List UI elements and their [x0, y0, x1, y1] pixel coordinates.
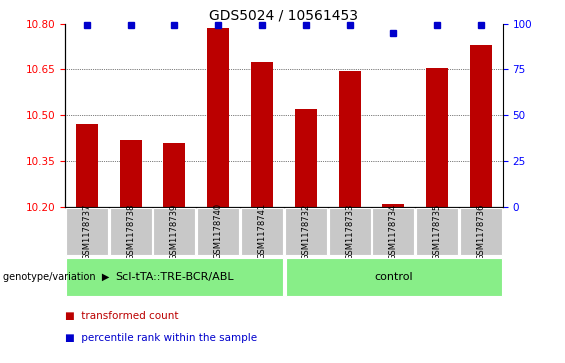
Bar — [286, 258, 502, 295]
Bar — [251, 62, 273, 207]
Text: genotype/variation  ▶: genotype/variation ▶ — [3, 272, 109, 282]
Bar — [329, 208, 371, 255]
Bar — [163, 143, 185, 207]
Bar — [197, 208, 239, 255]
Bar — [110, 208, 151, 255]
Text: GSM1178732: GSM1178732 — [301, 203, 310, 260]
Text: control: control — [374, 272, 412, 282]
Bar — [470, 45, 492, 207]
Text: ■  percentile rank within the sample: ■ percentile rank within the sample — [65, 333, 257, 343]
Text: GSM1178740: GSM1178740 — [214, 203, 223, 260]
Bar — [460, 208, 502, 255]
Bar — [372, 208, 414, 255]
Text: GSM1178739: GSM1178739 — [170, 203, 179, 260]
Bar — [338, 71, 360, 207]
Bar — [295, 109, 317, 207]
Text: GSM1178736: GSM1178736 — [476, 203, 485, 260]
Bar — [66, 258, 283, 295]
Text: GSM1178738: GSM1178738 — [126, 203, 135, 260]
Bar — [66, 208, 108, 255]
Text: ■  transformed count: ■ transformed count — [65, 311, 179, 322]
Bar — [241, 208, 283, 255]
Text: ScI-tTA::TRE-BCR/ABL: ScI-tTA::TRE-BCR/ABL — [115, 272, 234, 282]
Text: GSM1178735: GSM1178735 — [433, 203, 442, 260]
Title: GDS5024 / 10561453: GDS5024 / 10561453 — [210, 8, 358, 23]
Text: GSM1178737: GSM1178737 — [82, 203, 92, 260]
Text: GSM1178733: GSM1178733 — [345, 203, 354, 260]
Bar — [154, 208, 195, 255]
Bar — [416, 208, 458, 255]
Text: GSM1178734: GSM1178734 — [389, 203, 398, 260]
Bar — [383, 204, 405, 207]
Bar — [207, 28, 229, 207]
Bar — [120, 140, 142, 207]
Bar — [76, 125, 98, 207]
Bar — [426, 68, 448, 207]
Bar — [285, 208, 327, 255]
Text: GSM1178741: GSM1178741 — [258, 203, 267, 260]
